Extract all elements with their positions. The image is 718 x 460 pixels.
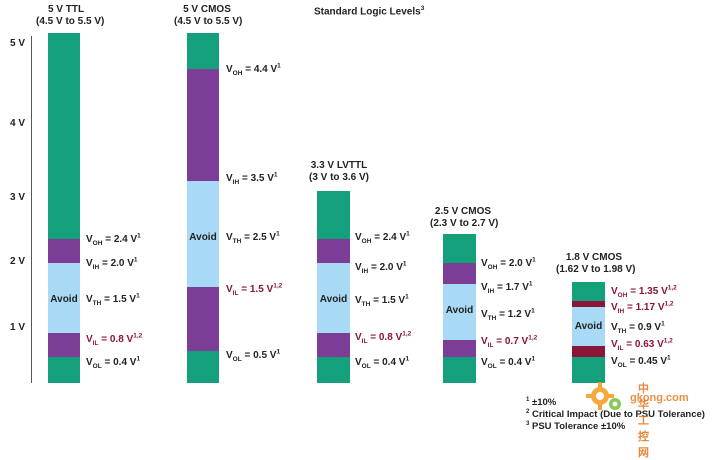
watermark-logo: 中华工控网 gkong.com (586, 378, 689, 459)
footnote-2: 2 Critical Impact (Due to PSU Tolerance) (526, 409, 705, 421)
watermark-domain: gkong.com (630, 392, 689, 404)
y-tick-3v: 3 V (10, 192, 26, 203)
col3-voh-zone (317, 191, 350, 239)
col3-header: 3.3 V LVTTL (3 V to 3.6 V) (306, 160, 372, 184)
col4-voh-label: VOH = 2.0 V1 (481, 256, 536, 271)
col2-avoid-label: Avoid (189, 232, 217, 243)
col4-avoid-zone (443, 284, 476, 340)
col2-vol-label: VOL = 0.5 V1 (226, 348, 281, 363)
col5-vih-zone (572, 301, 605, 307)
y-tick-4v: 4 V (10, 118, 26, 129)
col5-vil-label: VIL = 0.63 V1,2 (611, 337, 673, 352)
col3-avoid-zone (317, 263, 350, 333)
col4-vih-label: VIH = 1.7 V1 (481, 280, 533, 295)
col1-avoid-zone (48, 263, 80, 333)
col3-vth-label: VTH = 1.5 V1 (355, 293, 409, 308)
col3-vol-label: VOL = 0.4 V1 (355, 355, 410, 370)
col3-vil-label: VIL = 0.8 V1,2 (355, 330, 412, 345)
footnote-3: 3 PSU Tolerance ±10% (526, 421, 626, 433)
col4-vol-label: VOL = 0.4 V1 (481, 355, 536, 370)
col1-vol-zone (48, 357, 80, 383)
col4-vih-zone (443, 263, 476, 284)
col3-vil-zone (317, 333, 350, 357)
col1-vih-zone (48, 239, 80, 263)
col5-vih-label: VIH = 1.17 V1,2 (611, 300, 674, 315)
col2-range: (4.5 V to 5.5 V) (174, 16, 243, 27)
col3-name: 3.3 V LVTTL (310, 160, 368, 171)
col2-avoid-zone (187, 181, 219, 287)
footnote-1: 1 ±10% (526, 397, 557, 409)
y-tick-5v: 5 V (10, 38, 26, 49)
col3-vih-label: VIH = 2.0 V1 (355, 260, 407, 275)
col4-range: (2.3 V to 2.7 V) (430, 218, 499, 229)
col4-vil-label: VIL = 0.7 V1,2 (481, 334, 538, 349)
col5-range: (1.62 V to 1.98 V) (556, 264, 636, 275)
col2-voh-zone (187, 33, 219, 69)
gear-icon (586, 382, 621, 410)
col2-name: 5 V CMOS (183, 4, 231, 15)
col3-vol-zone (317, 357, 350, 383)
col4-vol-zone (443, 357, 476, 383)
col5-vol-label: VOL = 0.45 V1 (611, 354, 671, 369)
y-tick-2v: 2 V (10, 256, 26, 267)
col1-avoid-label: Avoid (50, 294, 78, 305)
col1-header: 5 V TTL (4.5 V to 5.5 V) (36, 4, 105, 28)
col2-vol-zone (187, 351, 219, 383)
col4-avoid-label: Avoid (445, 305, 474, 316)
col2-vil-zone (187, 287, 219, 351)
col2-vih-zone (187, 69, 219, 181)
col4-header: 2.5 V CMOS (2.3 V to 2.7 V) (430, 206, 499, 230)
col5-vol-zone (572, 357, 605, 383)
col1-voh-label: VOH = 2.4 V1 (86, 232, 141, 247)
col1-vol-label: VOL = 0.4 V1 (86, 355, 141, 370)
col1-vih-label: VIH = 2.0 V1 (86, 256, 138, 271)
col5-vth-label: VTH = 0.9 V1 (611, 320, 665, 335)
col1-range: (4.5 V to 5.5 V) (36, 16, 105, 27)
logic-levels-diagram: Standard Logic Levels3 5 V 4 V 3 V 2 V 1… (10, 4, 705, 459)
y-tick-1v: 1 V (10, 322, 26, 333)
col3-avoid-label: Avoid (319, 294, 348, 305)
col3-vih-zone (317, 239, 350, 263)
y-axis-line (31, 36, 32, 383)
col1-voh-zone (48, 33, 80, 239)
col4-voh-zone (443, 234, 476, 263)
diagram-title: Standard Logic Levels3 (314, 5, 425, 18)
col4-name: 2.5 V CMOS (434, 206, 492, 217)
col2-vih-label: VIH = 3.5 V1 (226, 171, 278, 186)
col2-voh-label: VOH = 4.4 V1 (226, 62, 281, 77)
col5-header: 1.8 V CMOS (1.62 V to 1.98 V) (556, 252, 636, 276)
col2-header: 5 V CMOS (4.5 V to 5.5 V) (174, 4, 243, 28)
col5-voh-zone (572, 282, 605, 301)
col1-vth-label: VTH = 1.5 V1 (86, 292, 140, 307)
col5-voh-label: VOH = 1.35 V1,2 (611, 284, 677, 299)
col4-vth-label: VTH = 1.2 V1 (481, 307, 535, 322)
col3-voh-label: VOH = 2.4 V1 (355, 230, 410, 245)
col2-vil-label: VIL = 1.5 V1,2 (226, 282, 283, 297)
col5-avoid-zone (572, 307, 605, 346)
col1-vil-zone (48, 333, 80, 357)
col5-name: 1.8 V CMOS (565, 252, 623, 263)
col1-name: 5 V TTL (47, 4, 85, 15)
col5-avoid-label: Avoid (574, 321, 603, 332)
col2-vth-label: VTH = 2.5 V1 (226, 230, 280, 245)
col4-vil-zone (443, 340, 476, 357)
col1-vil-label: VIL = 0.8 V1,2 (86, 332, 143, 347)
col3-range: (3 V to 3.6 V) (308, 172, 369, 183)
col5-vil-zone (572, 346, 605, 357)
